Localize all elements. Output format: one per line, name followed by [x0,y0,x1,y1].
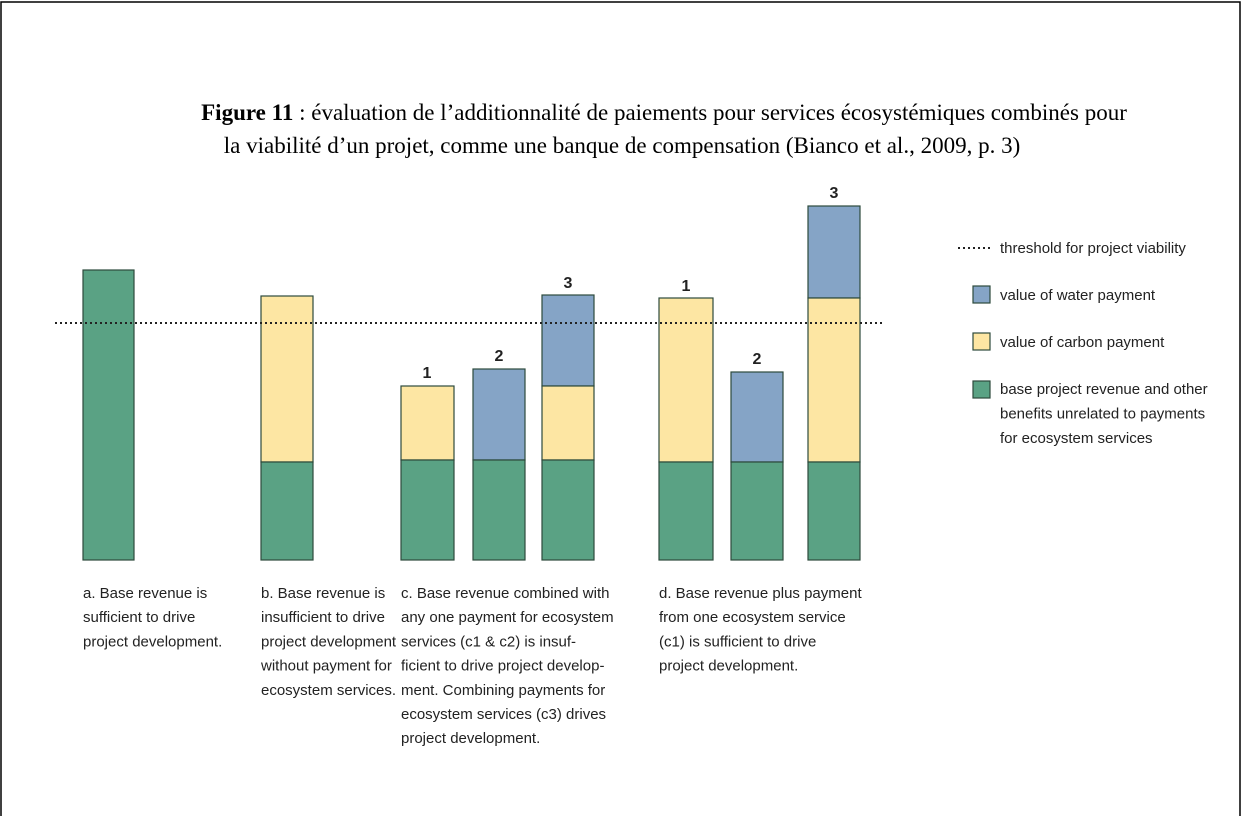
caption-line: d. Base revenue plus payment [659,585,862,602]
legend-label: base project revenue and other [1000,381,1208,398]
caption-line: c. Base revenue combined with [401,585,609,602]
legend-base: base project revenue and other benefits u… [1000,381,1208,447]
bar-base [82,269,135,561]
legend-swatch [972,380,991,399]
caption-line: without payment for [260,658,392,675]
bar-water [472,368,526,461]
caption-line: ecosystem services. [261,682,396,699]
bar-water [807,205,861,299]
caption-line: ficient to drive project develop- [401,658,604,675]
title-text: : évaluation de l’additionnalité de paie… [293,100,1127,125]
figure-label: Figure 11 [201,100,293,125]
legend-swatch [972,332,991,351]
bar-water [541,294,595,387]
caption-line: project development [261,633,397,650]
caption-line: a. Base revenue is [83,585,207,602]
bar-label: 3 [830,185,839,202]
caption-line: any one payment for ecosystem [401,609,614,626]
legend-label: value of carbon payment [1000,334,1165,351]
legend-label: benefits unrelated to payments [1000,406,1205,423]
bar-water [730,371,784,463]
bar-label: 2 [495,348,504,365]
legend-label: for ecosystem services [1000,430,1153,447]
bar-base [730,461,784,561]
bar-carbon [400,385,455,461]
title-line: la viabilité d’un projet, comme une banq… [224,133,1020,158]
bar-carbon [807,297,861,463]
bar-label: 1 [682,278,691,295]
bar-base [260,461,314,561]
caption-line: project development. [83,633,222,650]
caption-line: services (c1 & c2) is insuf- [401,633,576,650]
bar-base [658,461,714,561]
caption-line: ecosystem services (c3) drives [401,706,606,723]
captions: a. Base revenue is sufficient to drive pro… [83,585,862,747]
legend-label: threshold for project viability [1000,240,1186,257]
legend-swatch [972,285,991,304]
bars [82,205,861,561]
title-line: Figure 11 : évaluation de l’additionnali… [201,100,1127,125]
bar-carbon [541,385,595,461]
bar-base [400,459,455,561]
caption-line: (c1) is sufficient to drive [659,633,816,650]
bar-base [472,459,526,561]
bar-carbon [260,295,314,463]
bar-base [541,459,595,561]
legend-label: value of water payment [1000,287,1156,304]
caption-line: project development. [401,730,540,747]
caption-line: sufficient to drive [83,609,195,626]
caption-line: project development. [659,658,798,675]
bar-base [807,461,861,561]
caption-line: ment. Combining payments for [401,682,605,699]
bar-label: 2 [753,351,762,368]
caption-line: insufficient to drive [261,609,385,626]
bar-label: 1 [423,365,432,382]
bar-label: 3 [564,275,573,292]
caption-line: b. Base revenue is [261,585,385,602]
caption-line: from one ecosystem service [659,609,846,626]
